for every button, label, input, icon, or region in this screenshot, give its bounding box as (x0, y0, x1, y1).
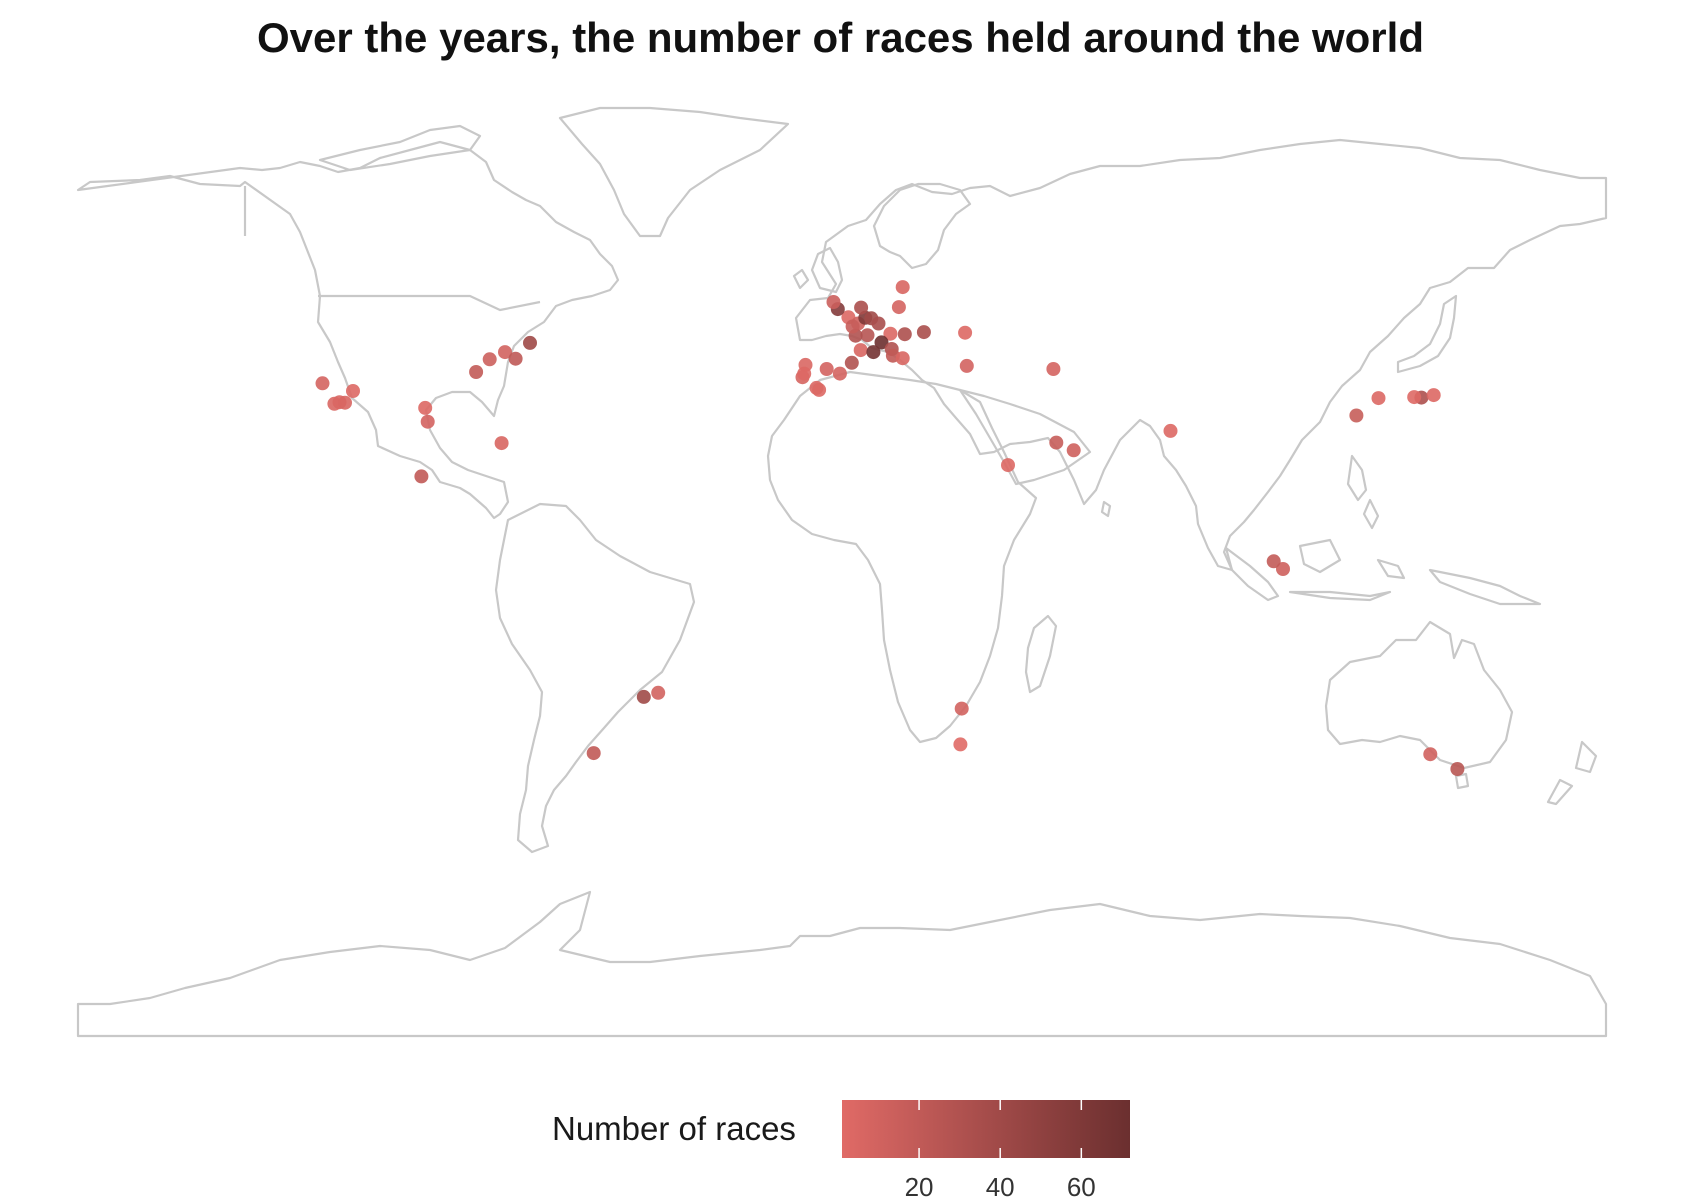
legend-title: Number of races (552, 1110, 796, 1147)
oceania-islands-outline (1454, 740, 1598, 806)
race-location-point (844, 355, 859, 370)
race-location-point (1049, 435, 1064, 450)
australia-outline (1324, 620, 1514, 770)
philippines-outline (1346, 454, 1380, 530)
legend-tick-marks (918, 1100, 1083, 1158)
legend-colorbar (842, 1100, 1130, 1158)
race-location-point (498, 345, 512, 360)
race-location-point (953, 737, 968, 752)
race-location-point (954, 701, 969, 716)
race-location-point (897, 327, 912, 342)
map-title: Over the years, the number of races held… (257, 14, 1424, 61)
race-location-point (1046, 362, 1061, 376)
race-location-point (895, 280, 910, 295)
race-location-point (1163, 423, 1178, 438)
race-location-point (651, 685, 666, 700)
race-location-point (797, 366, 812, 381)
race-location-point (826, 295, 841, 309)
madagascar-outline (1024, 614, 1058, 694)
race-location-point (853, 343, 868, 358)
race-location-point (1407, 390, 1422, 405)
race-location-point (327, 396, 342, 411)
race-location-point (832, 366, 847, 381)
arctic-islands-outline (318, 124, 482, 172)
race-location-point (482, 352, 497, 367)
legend-tick-label: 60 (1066, 1172, 1096, 1202)
north-america-outline (76, 140, 620, 520)
south-america-outline (494, 502, 696, 854)
arabian-peninsula-outline (958, 388, 1092, 486)
race-location-point (916, 325, 931, 340)
legend-tick-label: 40 (985, 1172, 1015, 1202)
race-location-point (895, 351, 910, 366)
race-location-point (338, 395, 352, 410)
greenland-outline (558, 106, 790, 238)
race-location-point (845, 319, 860, 334)
race-location-point (1423, 747, 1438, 762)
race-location-point (420, 414, 435, 429)
british-isles-outline (792, 246, 844, 294)
scandinavia-outline (872, 182, 972, 270)
us-canada-border (318, 294, 541, 312)
race-location-point (809, 380, 824, 395)
race-location-point (494, 436, 509, 451)
race-location-point (819, 362, 834, 376)
world-basemap (76, 106, 1608, 1038)
race-location-point (1276, 562, 1290, 576)
race-location-point (508, 351, 523, 366)
race-location-point (1349, 408, 1364, 423)
race-location-point (959, 358, 974, 373)
race-location-point (523, 335, 537, 350)
sri-lanka-outline (1100, 500, 1112, 518)
race-location-point (1426, 388, 1441, 403)
race-location-point (874, 335, 889, 350)
race-location-point (1450, 762, 1465, 776)
race-location-point (854, 300, 869, 315)
legend-gradient (842, 1100, 1130, 1158)
race-location-point (315, 376, 330, 391)
race-location-point (871, 316, 886, 331)
race-location-point (883, 326, 898, 341)
race-location-point (891, 300, 906, 315)
antarctica-outline (76, 890, 1608, 1038)
race-location-point (414, 469, 429, 484)
race-location-point (418, 400, 433, 415)
race-location-point (1266, 554, 1281, 569)
race-points-layer (315, 280, 1465, 776)
race-location-point (860, 328, 875, 343)
legend-tick-label: 20 (904, 1172, 934, 1202)
race-location-point (1371, 391, 1386, 406)
race-location-point (1066, 443, 1081, 458)
indonesia-outline (1224, 538, 1542, 606)
japan-outline (1396, 294, 1458, 374)
race-location-point (346, 384, 360, 398)
race-location-point (469, 365, 484, 379)
race-location-point (636, 689, 651, 704)
eurasia-outline (794, 138, 1608, 572)
race-location-point (866, 345, 881, 360)
race-location-point (1001, 458, 1015, 473)
race-location-point (586, 746, 601, 761)
race-location-point (958, 325, 973, 340)
africa-outline (766, 370, 1038, 744)
